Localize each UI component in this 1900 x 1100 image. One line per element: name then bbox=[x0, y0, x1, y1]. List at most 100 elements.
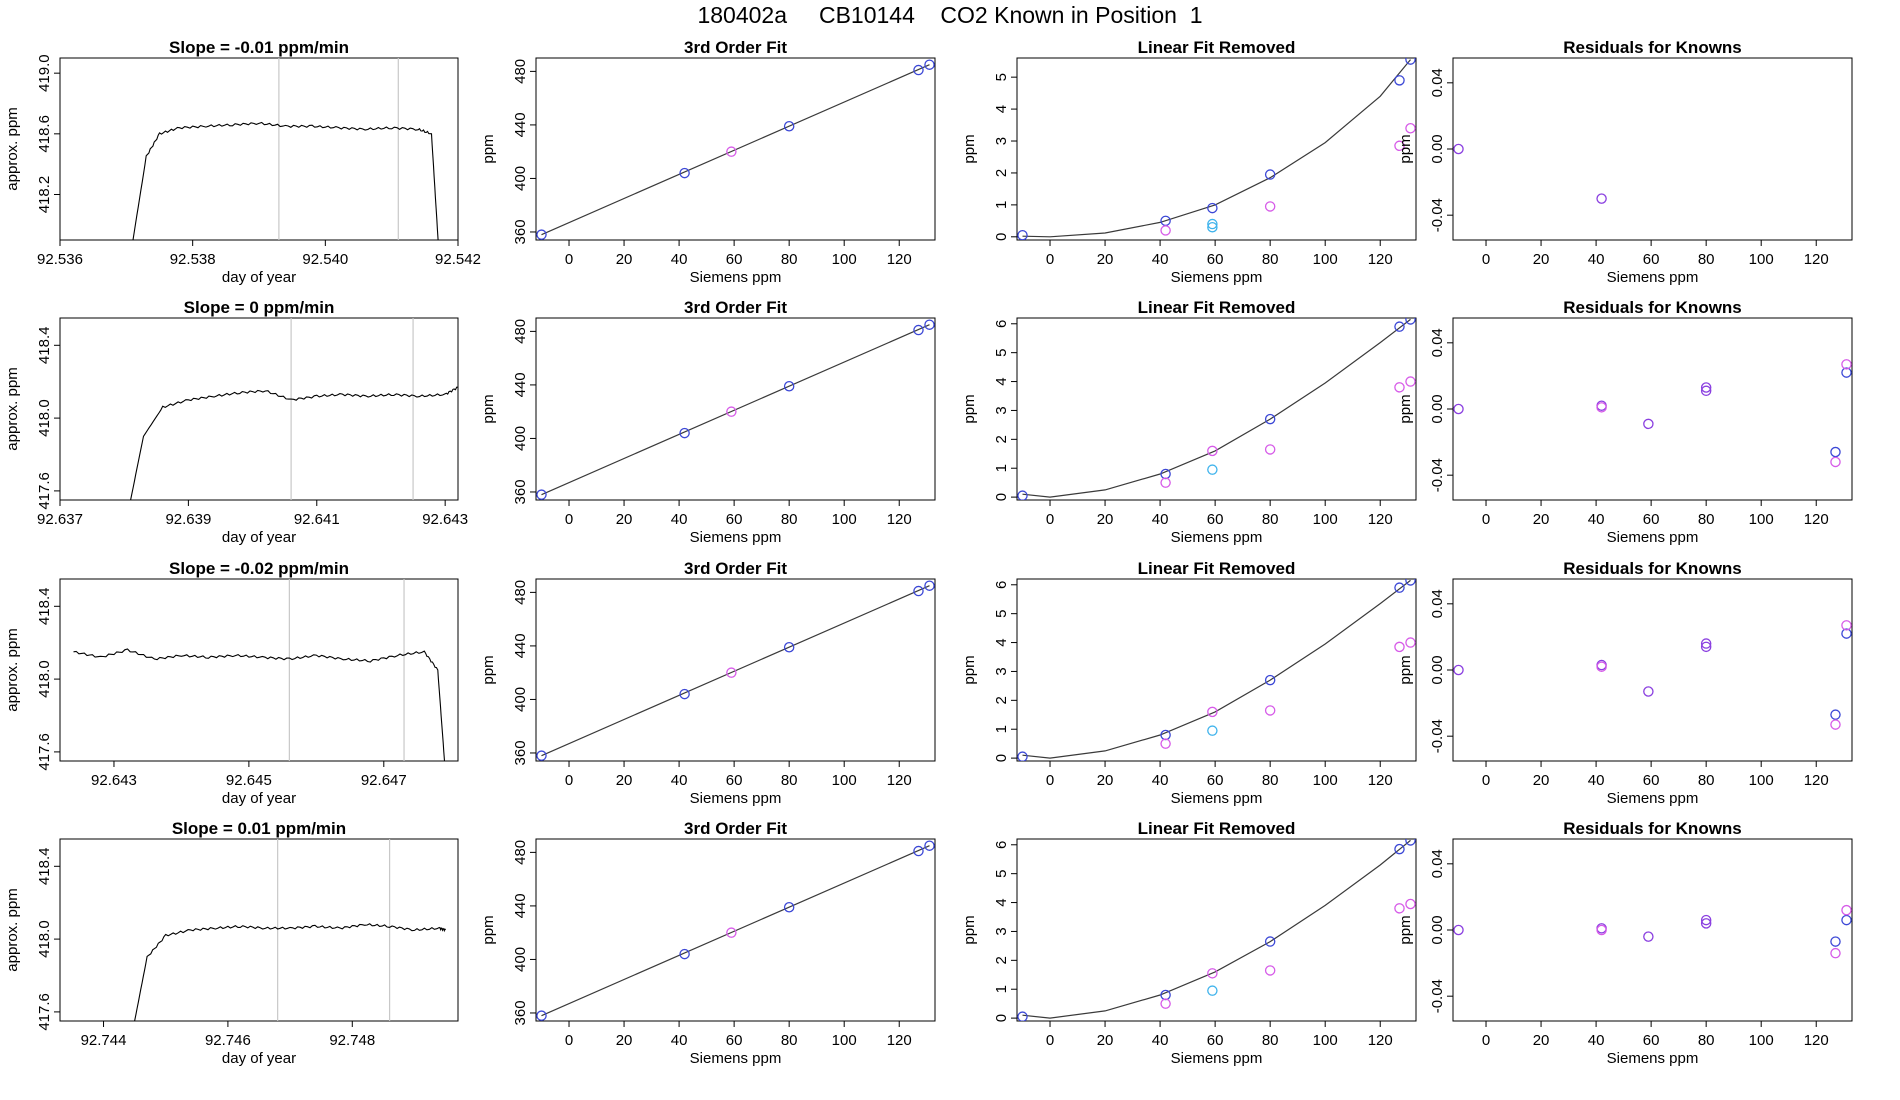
x-tick-label: 120 bbox=[887, 251, 912, 268]
x-tick-label: 120 bbox=[887, 1032, 912, 1049]
data-point bbox=[1700, 641, 1712, 653]
plot-contents bbox=[73, 579, 446, 761]
x-tick-label: 60 bbox=[726, 772, 743, 789]
data-point bbox=[1207, 985, 1218, 996]
chart-panel-14: 3rd Order Fit 0 20 40 60 80 100 120 360 400 440 480… bbox=[480, 819, 936, 1067]
x-tick-label: 80 bbox=[1262, 772, 1279, 789]
x-axis-label: Siemens ppm bbox=[1171, 529, 1263, 546]
signal-trace bbox=[134, 923, 447, 1021]
y-axis-label: ppm bbox=[961, 915, 978, 944]
y-axis-label: ppm bbox=[961, 134, 978, 163]
x-tick-label: 0 bbox=[565, 1032, 573, 1049]
x-tick-label: 20 bbox=[1533, 772, 1550, 789]
x-tick-label: 92.643 bbox=[91, 772, 137, 789]
plot-contents bbox=[1453, 143, 1607, 204]
plot-frame bbox=[59, 838, 459, 1022]
x-axis-label: day of year bbox=[222, 269, 296, 286]
plot-contents bbox=[130, 318, 458, 500]
data-point bbox=[913, 64, 924, 76]
y-axis-label: approx. ppm bbox=[4, 367, 21, 450]
y-tick-label: 6 bbox=[993, 841, 1010, 849]
data-point bbox=[913, 324, 924, 336]
chart-title: Linear Fit Removed bbox=[1138, 559, 1296, 578]
plot-frame bbox=[1452, 578, 1853, 762]
y-tick-label: 0 bbox=[993, 493, 1010, 501]
y-tick-label: 1 bbox=[993, 201, 1010, 209]
data-point bbox=[1264, 936, 1276, 947]
x-tick-label: 100 bbox=[1313, 251, 1338, 268]
x-axis-label: Siemens ppm bbox=[690, 790, 782, 807]
plot-frame bbox=[535, 317, 936, 501]
y-tick-label: 417.6 bbox=[36, 472, 53, 510]
x-tick-label: 60 bbox=[726, 1032, 743, 1049]
data-point bbox=[1596, 661, 1607, 672]
data-point bbox=[1207, 202, 1218, 214]
x-axis-label: day of year bbox=[222, 529, 296, 546]
x-tick-label: 60 bbox=[1207, 251, 1224, 268]
plot-frame bbox=[1452, 57, 1853, 241]
y-tick-label: -0.04 bbox=[1429, 979, 1446, 1013]
x-tick-label: 0 bbox=[565, 251, 573, 268]
x-axis-label: Siemens ppm bbox=[690, 269, 782, 286]
x-tick-label: 40 bbox=[1588, 772, 1605, 789]
plot-contents bbox=[1453, 620, 1852, 730]
data-point bbox=[1017, 229, 1028, 240]
x-tick-label: 120 bbox=[1804, 511, 1829, 528]
plot-frame bbox=[59, 578, 459, 762]
x-tick-label: 92.744 bbox=[81, 1032, 127, 1049]
chart-title: Linear Fit Removed bbox=[1138, 38, 1296, 57]
x-tick-label: 92.542 bbox=[435, 251, 481, 268]
x-tick-label: 80 bbox=[1698, 772, 1715, 789]
y-axis-label: ppm bbox=[480, 394, 497, 423]
x-axis-label: Siemens ppm bbox=[690, 1050, 782, 1067]
plot-frame bbox=[59, 57, 459, 241]
y-tick-label: 0.04 bbox=[1429, 328, 1446, 357]
fit-curve bbox=[1022, 579, 1411, 759]
chart-title: 3rd Order Fit bbox=[684, 819, 787, 838]
x-tick-label: 60 bbox=[1643, 772, 1660, 789]
chart-title: 3rd Order Fit bbox=[684, 298, 787, 317]
data-point bbox=[783, 902, 795, 913]
y-tick-label: 400 bbox=[512, 166, 529, 191]
y-tick-label: 418.6 bbox=[36, 115, 53, 153]
y-tick-label: 2 bbox=[993, 169, 1010, 177]
data-point bbox=[1405, 839, 1416, 846]
data-point bbox=[1700, 382, 1712, 393]
data-point bbox=[1596, 193, 1607, 204]
x-tick-label: 100 bbox=[832, 1032, 857, 1049]
data-point bbox=[1830, 719, 1841, 730]
y-tick-label: 2 bbox=[993, 435, 1010, 443]
plot-contents bbox=[1017, 318, 1416, 500]
data-point bbox=[1264, 674, 1276, 686]
plot-contents bbox=[132, 58, 439, 240]
y-axis-label: ppm bbox=[480, 134, 497, 163]
x-axis-label: Siemens ppm bbox=[690, 529, 782, 546]
x-tick-label: 92.637 bbox=[37, 511, 83, 528]
y-tick-label: 400 bbox=[512, 687, 529, 712]
data-point bbox=[1207, 725, 1218, 736]
chart-title: Residuals for Knowns bbox=[1563, 298, 1742, 317]
y-tick-label: 5 bbox=[993, 609, 1010, 617]
x-tick-label: 100 bbox=[832, 772, 857, 789]
x-tick-label: 40 bbox=[671, 1032, 688, 1049]
x-axis-label: Siemens ppm bbox=[1607, 790, 1699, 807]
data-point bbox=[1405, 376, 1416, 387]
data-point bbox=[1596, 924, 1607, 936]
chart-panel-8: Residuals for Knowns 0 20 40 60 80 100 120 -0.04… bbox=[1397, 298, 1853, 546]
plot-contents bbox=[536, 319, 935, 500]
x-axis-label: Siemens ppm bbox=[1607, 269, 1699, 286]
data-point bbox=[726, 146, 737, 157]
x-tick-label: 40 bbox=[1588, 1032, 1605, 1049]
x-tick-label: 120 bbox=[1368, 772, 1393, 789]
y-tick-label: 2 bbox=[993, 956, 1010, 964]
data-point bbox=[1405, 898, 1416, 910]
x-axis-label: Siemens ppm bbox=[1171, 1050, 1263, 1067]
x-tick-label: 20 bbox=[616, 1032, 633, 1049]
y-tick-label: -0.04 bbox=[1429, 719, 1446, 753]
signal-trace bbox=[130, 386, 458, 500]
x-tick-label: 0 bbox=[1482, 251, 1490, 268]
x-tick-label: 0 bbox=[1482, 511, 1490, 528]
y-tick-label: 2 bbox=[993, 696, 1010, 704]
y-tick-label: 4 bbox=[993, 638, 1010, 646]
data-point bbox=[1841, 367, 1852, 378]
